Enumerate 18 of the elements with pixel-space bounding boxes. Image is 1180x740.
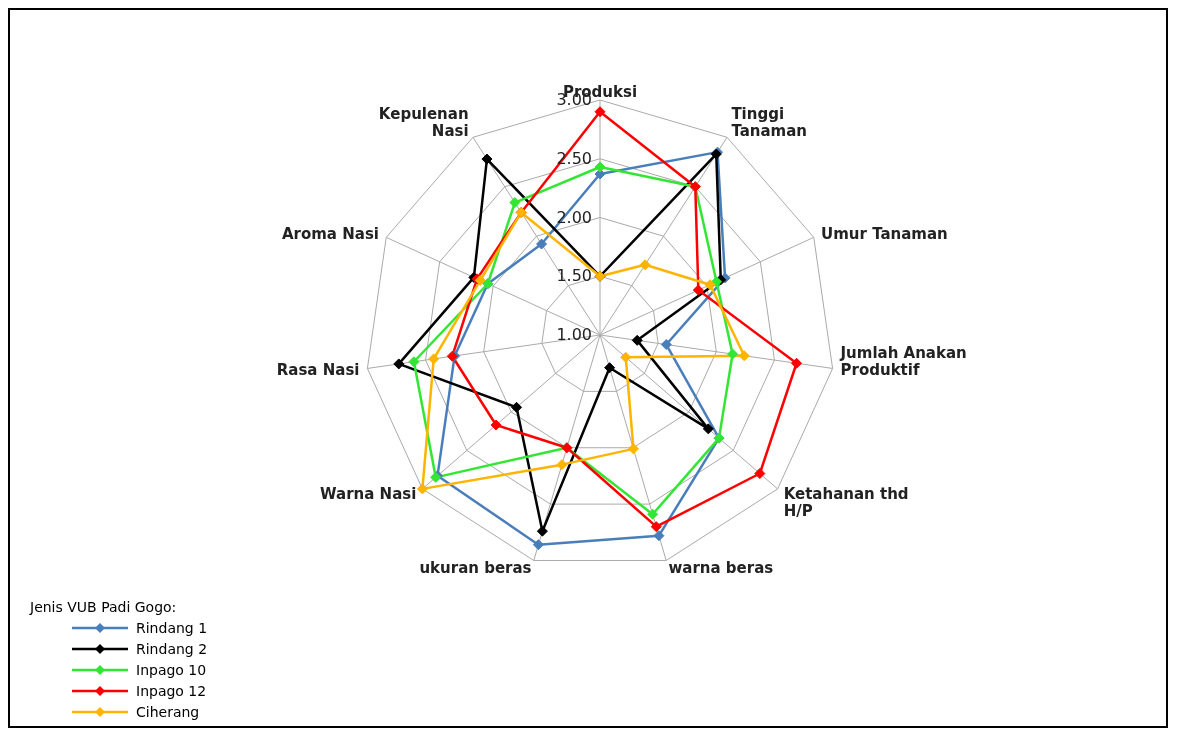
legend-label: Inpago 12 (136, 682, 207, 699)
spoke-label: Jumlah Anakan Produktif (839, 343, 967, 379)
legend-label: Inpago 10 (136, 661, 207, 678)
legend-label: Rindang 1 (136, 619, 208, 636)
spoke-label: warna beras (668, 559, 774, 578)
legend-title: Jenis VUB Padi Gogo: (30, 599, 178, 615)
spoke-label: Ketahanan thd H/P (783, 485, 909, 521)
y-tick-label: 1.00 (556, 325, 592, 344)
spoke-label: ukuran beras (419, 559, 532, 578)
spoke-label: Rasa Nasi (276, 360, 360, 379)
spoke-label: Warna Nasi (320, 485, 417, 504)
y-tick-label: 1.50 (556, 266, 592, 286)
legend-label: Rindang 2 (136, 640, 208, 657)
spoke-label: Tinggi Tanaman (731, 104, 808, 140)
spoke-label: Aroma Nasi (281, 225, 379, 244)
spoke-label: Kepulenan Nasi (378, 104, 469, 140)
spoke-label: Umur Tanaman (821, 225, 948, 244)
legend-label: Ciherang (136, 703, 200, 720)
